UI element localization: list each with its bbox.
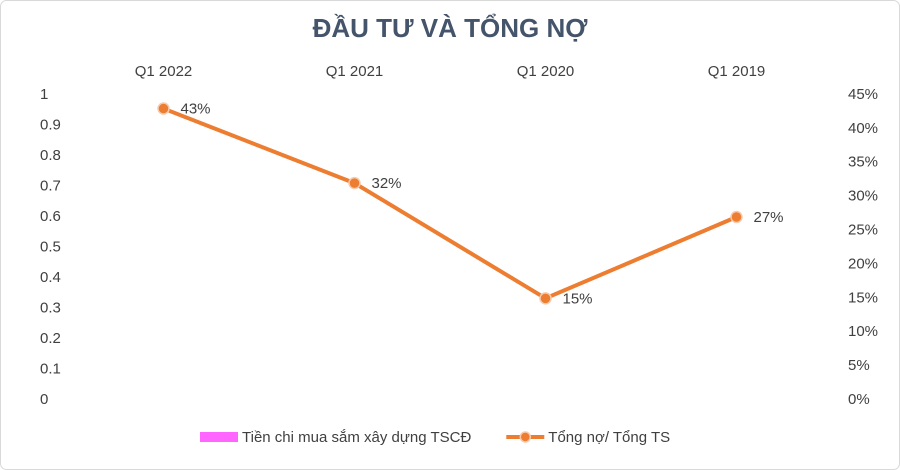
y-tick-label: 0.5 [40,238,61,255]
y2-tick-label: 40% [848,120,878,137]
legend-label: Tiền chi mua sắm xây dựng TSCĐ [242,429,471,446]
legend-swatch [200,432,238,442]
x-tick-label: Q1 2021 [326,63,384,80]
y-tick-label: 0.6 [40,208,61,225]
x-tick-label: Q1 2020 [517,63,575,80]
legend-label: Tổng nợ/ Tổng TS [548,429,670,446]
y2-tick-label: 5% [848,357,870,374]
y2-tick-label: 0% [848,391,870,408]
y2-tick-label: 25% [848,222,878,239]
y-tick-label: 0.1 [40,360,61,377]
y-tick-label: 1 [40,86,48,103]
x-tick-label: Q1 2019 [708,63,766,80]
marker [157,102,170,115]
marker [348,176,361,190]
data-label: 15% [563,290,593,307]
y-tick-label: 0.7 [40,177,61,194]
y-tick-label: 0.4 [40,269,61,286]
y-tick-label: 0.9 [40,116,61,133]
marker [730,210,743,224]
y2-tick-label: 15% [848,289,878,306]
y-tick-label: 0.2 [40,330,61,347]
marker [539,292,552,305]
line [162,106,738,301]
data-label: 43% [181,101,211,118]
legend-marker [519,431,532,443]
y2-tick-label: 45% [848,86,878,103]
y-tick-label: 0 [40,391,48,408]
y2-tick-label: 35% [848,154,878,171]
y2-tick-label: 30% [848,188,878,205]
data-label: 27% [754,209,784,226]
chart-title: ĐẦU TƯ VÀ TỔNG NỢ [313,13,589,43]
y2-tick-label: 20% [848,255,878,272]
y-tick-label: 0.8 [40,147,61,164]
y-tick-label: 0.3 [40,299,61,316]
data-label: 32% [372,175,402,192]
y2-tick-label: 10% [848,323,878,340]
x-tick-label: Q1 2022 [135,63,193,80]
